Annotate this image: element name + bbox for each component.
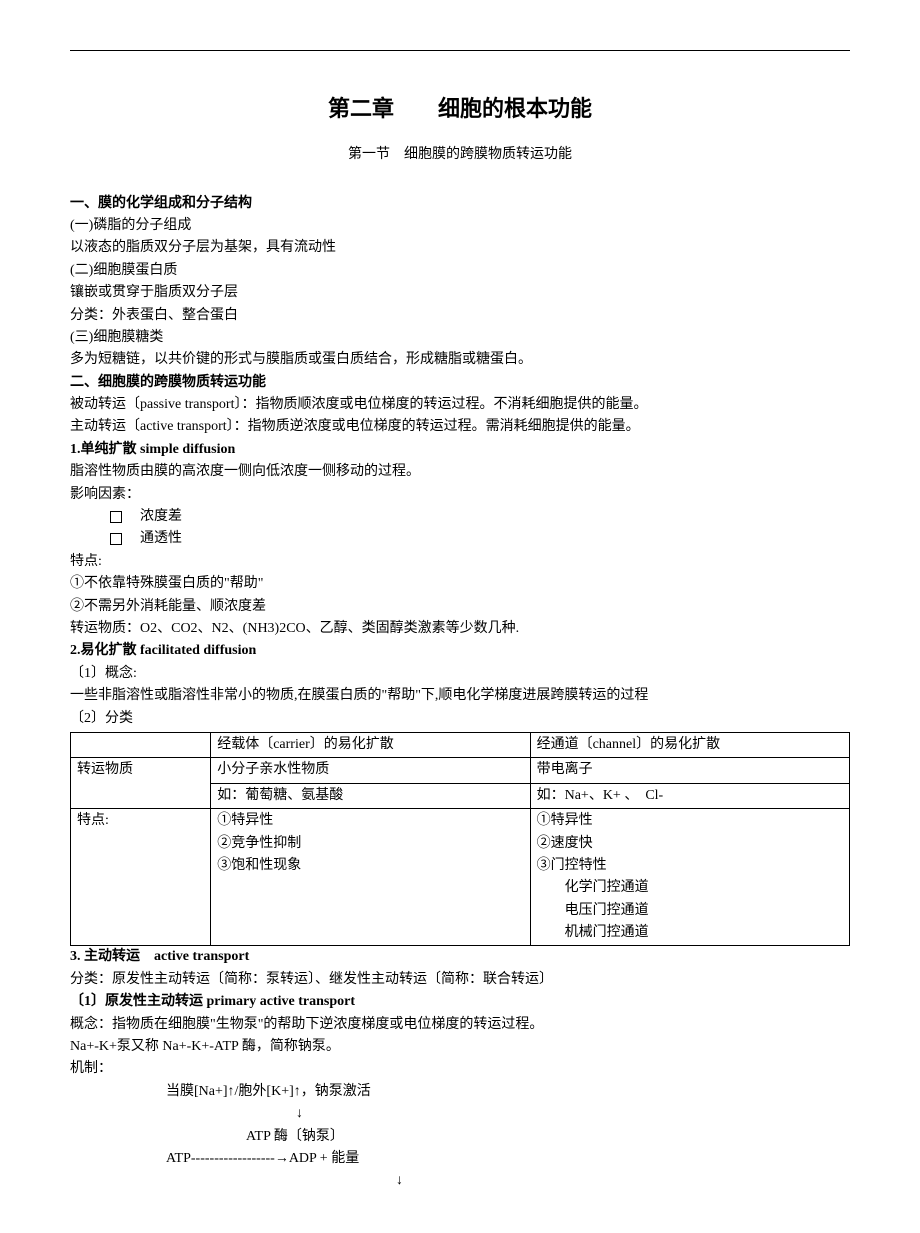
table-cell: ①特异性 ②速度快 ③门控特性 化学门控通道 电压门控通道 机械门控通道 <box>530 809 849 946</box>
active-transport: 主动转运〔active transport〕：指物质逆浓度或电位梯度的转运过程。… <box>70 416 850 438</box>
s3-classification: 分类：原发性主动转运〔简称：泵转运〕、继发性主动转运〔简称：联合转运〕 <box>70 969 850 991</box>
table-cell: 如：Na+、K+ 、 Cl- <box>530 783 849 808</box>
table-row: 特点: ①特异性 ②竞争性抑制 ③饱和性现象 ①特异性 ②速度快 ③门控特性 化… <box>71 809 850 946</box>
para-2a: (二)细胞膜蛋白质 <box>70 260 850 282</box>
s1-substances: 转运物质：O2、CO2、N2、(NH3)2CO、乙醇、类固醇类激素等少数几种. <box>70 618 850 640</box>
facilitated-diffusion-table: 经载体〔carrier〕的易化扩散 经通道〔channel〕的易化扩散 转运物质… <box>70 732 850 947</box>
s3-na-k-pump: Na+-K+泵又称 Na+-K+-ATP 酶，简称钠泵。 <box>70 1036 850 1058</box>
mech-line: ATP------------------→ADP + 能量 <box>166 1148 850 1170</box>
table-cell <box>71 732 211 757</box>
para-3a: (三)细胞膜糖类 <box>70 327 850 349</box>
cell-line: ②竞争性抑制 <box>217 833 523 855</box>
bullet-text: 通透性 <box>140 528 182 550</box>
table-cell: 经通道〔channel〕的易化扩散 <box>530 732 849 757</box>
s2-class-label: 〔2〕分类 <box>70 708 850 730</box>
para-2c: 分类：外表蛋白、整合蛋白 <box>70 305 850 327</box>
subheading-3: 3. 主动转运 active transport <box>70 946 850 968</box>
bullet-text: 浓度差 <box>140 506 182 528</box>
cell-line: 化学门控通道 <box>537 877 843 899</box>
para-3b: 多为短糖链，以共价键的形式与膜脂质或蛋白质结合，形成糖脂或糖蛋白。 <box>70 349 850 371</box>
para-1a: (一)磷脂的分子组成 <box>70 215 850 237</box>
heading-1: 一、膜的化学组成和分子结构 <box>70 193 850 215</box>
table-row: 经载体〔carrier〕的易化扩散 经通道〔channel〕的易化扩散 <box>71 732 850 757</box>
cell-line: 电压门控通道 <box>537 900 843 922</box>
table-cell: 带电离子 <box>530 758 849 783</box>
table-cell: 如：葡萄糖、氨基酸 <box>211 783 530 808</box>
subheading-1: 1.单纯扩散 simple diffusion <box>70 439 850 461</box>
cell-line: ③门控特性 <box>537 855 843 877</box>
s1-feature-1: ①不依靠特殊膜蛋白质的"帮助" <box>70 573 850 595</box>
table-cell: 小分子亲水性物质 <box>211 758 530 783</box>
chapter-title: 第二章 细胞的根本功能 <box>70 91 850 126</box>
cell-line: ①特异性 <box>217 810 523 832</box>
s1-feature-2: ②不需另外消耗能量、顺浓度差 <box>70 596 850 618</box>
s1-def: 脂溶性物质由膜的高浓度一侧向低浓度一侧移动的过程。 <box>70 461 850 483</box>
top-rule <box>70 50 850 51</box>
down-arrow-icon: ↓ <box>296 1103 850 1125</box>
mechanism-block: 当膜[Na+]↑/胞外[K+]↑，钠泵激活 ↓ ATP 酶〔钠泵〕 ATP---… <box>166 1081 850 1193</box>
s1-features-label: 特点: <box>70 551 850 573</box>
subheading-2: 2.易化扩散 facilitated diffusion <box>70 640 850 662</box>
table-cell <box>71 783 211 808</box>
s1-factors-label: 影响因素： <box>70 484 850 506</box>
cell-line: ③饱和性现象 <box>217 855 523 877</box>
bullet-row: 通透性 <box>110 528 850 550</box>
mech-line: ATP 酶〔钠泵〕 <box>246 1126 850 1148</box>
table-cell: 特点: <box>71 809 211 946</box>
page: 第二章 细胞的根本功能 第一节 细胞膜的跨膜物质转运功能 一、膜的化学组成和分子… <box>0 0 920 1233</box>
mech-line: 当膜[Na+]↑/胞外[K+]↑，钠泵激活 <box>166 1081 850 1103</box>
table-cell: ①特异性 ②竞争性抑制 ③饱和性现象 <box>211 809 530 946</box>
down-arrow-icon: ↓ <box>396 1170 850 1192</box>
section-title: 第一节 细胞膜的跨膜物质转运功能 <box>70 144 850 166</box>
table-row: 如：葡萄糖、氨基酸 如：Na+、K+ 、 Cl- <box>71 783 850 808</box>
para-1b: 以液态的脂质双分子层为基架，具有流动性 <box>70 237 850 259</box>
passive-transport: 被动转运〔passive transport〕：指物质顺浓度或电位梯度的转运过程… <box>70 394 850 416</box>
cell-line: 机械门控通道 <box>537 922 843 944</box>
cell-line: ②速度快 <box>537 833 843 855</box>
s2-concept-text: 一些非脂溶性或脂溶性非常小的物质,在膜蛋白质的"帮助"下,顺电化学梯度进展跨膜转… <box>70 685 850 707</box>
cell-line: ①特异性 <box>537 810 843 832</box>
square-bullet-icon <box>110 533 122 545</box>
s3-mechanism-label: 机制： <box>70 1058 850 1080</box>
heading-2: 二、细胞膜的跨膜物质转运功能 <box>70 372 850 394</box>
table-row: 转运物质 小分子亲水性物质 带电离子 <box>71 758 850 783</box>
s2-concept-label: 〔1〕概念: <box>70 663 850 685</box>
table-cell: 转运物质 <box>71 758 211 783</box>
table-cell: 经载体〔carrier〕的易化扩散 <box>211 732 530 757</box>
s3-primary-heading: 〔1〕原发性主动转运 primary active transport <box>70 991 850 1013</box>
s3-concept: 概念：指物质在细胞膜"生物泵"的帮助下逆浓度梯度或电位梯度的转运过程。 <box>70 1014 850 1036</box>
square-bullet-icon <box>110 511 122 523</box>
para-2b: 镶嵌或贯穿于脂质双分子层 <box>70 282 850 304</box>
bullet-row: 浓度差 <box>110 506 850 528</box>
